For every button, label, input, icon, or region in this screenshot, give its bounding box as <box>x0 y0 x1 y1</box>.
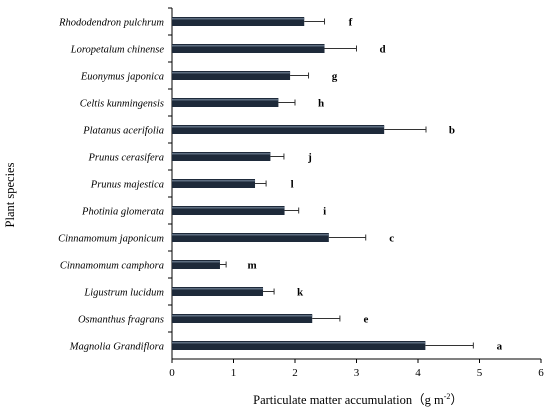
x-axis-title-main: Particulate matter accumulation（g m <box>253 393 444 407</box>
bar-highlight <box>172 342 426 344</box>
bar-highlight <box>172 261 220 263</box>
x-axis-title-sup: -2 <box>444 392 451 401</box>
bar-highlight <box>172 18 305 20</box>
x-tick-label: 1 <box>231 367 237 379</box>
bar <box>172 98 279 107</box>
x-tick-label: 3 <box>354 367 360 379</box>
x-axis-title: Particulate matter accumulation（g m-2） <box>253 392 463 407</box>
bar <box>172 71 291 80</box>
bar <box>172 287 264 296</box>
x-tick-label: 4 <box>415 367 421 379</box>
labels: 0 1 2 3 4 5 6 Rhododendron pulchrum f Loropetalum… <box>58 17 544 380</box>
bar <box>172 17 305 26</box>
bar <box>172 233 329 242</box>
category-label: Prunus cerasifera <box>87 153 164 164</box>
bar <box>172 341 426 350</box>
bar-highlight <box>172 288 264 290</box>
category-label: Prunus majestica <box>90 180 164 191</box>
significance-letter: h <box>318 98 324 110</box>
significance-letter: m <box>248 260 257 272</box>
bar-highlight <box>172 207 285 209</box>
bar <box>172 314 313 323</box>
significance-letter: j <box>307 152 312 164</box>
category-label: Photinia glomerata <box>81 207 164 218</box>
significance-letter: b <box>449 125 455 137</box>
category-label: Euonymus japonica <box>80 72 164 83</box>
category-label: Cinnamomum camphora <box>60 261 164 272</box>
significance-letter: e <box>363 314 368 326</box>
bar-highlight <box>172 45 325 47</box>
significance-letter: g <box>332 71 338 83</box>
category-label: Magnolia Grandiflora <box>69 342 164 353</box>
bar-highlight <box>172 72 291 74</box>
bar <box>172 179 256 188</box>
bar-highlight <box>172 126 385 128</box>
x-tick-label: 0 <box>169 367 175 379</box>
x-axis-title-close: ） <box>450 393 463 407</box>
bar-highlight <box>172 234 329 236</box>
bar-highlight <box>172 180 256 182</box>
x-tick-label: 5 <box>477 367 483 379</box>
significance-letter: i <box>323 206 326 218</box>
significance-letter: l <box>291 179 294 191</box>
bar <box>172 125 385 134</box>
significance-letter: f <box>349 17 353 29</box>
bar-highlight <box>172 99 279 101</box>
significance-letter: c <box>389 233 394 245</box>
bar <box>172 44 325 53</box>
category-label: Celtis kunmingensis <box>80 99 164 110</box>
bar <box>172 152 271 161</box>
bar-highlight <box>172 315 313 317</box>
bar-highlight <box>172 153 271 155</box>
significance-letter: k <box>297 287 304 299</box>
category-label: Cinnamomum japonicum <box>58 234 164 245</box>
bar <box>172 260 220 269</box>
category-label: Ligustrum lucidum <box>83 288 164 299</box>
category-label: Rhododendron pulchrum <box>58 18 164 29</box>
bar <box>172 206 285 215</box>
category-label: Osmanthus fragrans <box>78 315 164 326</box>
significance-letter: d <box>379 44 385 56</box>
category-label: Platanus acerifolia <box>82 126 164 137</box>
category-label: Loropetalum chinense <box>70 45 165 56</box>
y-axis-title: Plant species <box>3 162 17 227</box>
bars <box>172 17 474 350</box>
significance-letter: a <box>497 341 503 353</box>
x-tick-label: 6 <box>538 367 544 379</box>
x-tick-label: 2 <box>292 367 298 379</box>
